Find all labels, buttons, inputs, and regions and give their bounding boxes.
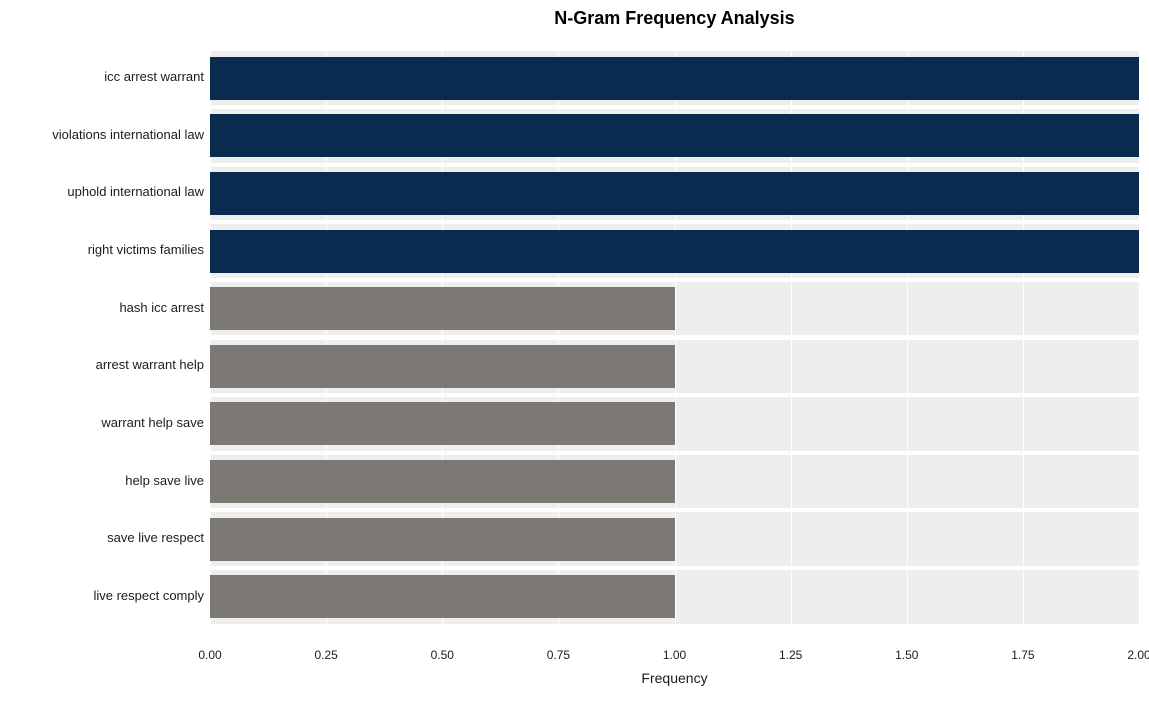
y-tick-label: icc arrest warrant	[104, 69, 204, 84]
x-tick-label: 0.50	[431, 648, 454, 662]
x-tick-label: 0.00	[198, 648, 221, 662]
y-tick-label: violations international law	[52, 127, 204, 142]
x-tick-label: 0.25	[314, 648, 337, 662]
bar	[210, 114, 1139, 157]
grid-line	[1139, 35, 1140, 640]
y-tick-label: save live respect	[107, 530, 204, 545]
bar	[210, 460, 675, 503]
y-tick-label: hash icc arrest	[119, 300, 204, 315]
y-tick-label: help save live	[125, 473, 204, 488]
x-tick-label: 2.00	[1127, 648, 1149, 662]
bar	[210, 575, 675, 618]
y-tick-label: arrest warrant help	[96, 357, 204, 372]
x-tick-label: 1.25	[779, 648, 802, 662]
x-tick-label: 1.50	[895, 648, 918, 662]
y-tick-label: live respect comply	[93, 588, 204, 603]
x-axis-label: Frequency	[210, 670, 1139, 686]
x-tick-label: 1.00	[663, 648, 686, 662]
ngram-frequency-chart: N-Gram Frequency Analysis Frequency 0.00…	[0, 0, 1149, 701]
y-tick-label: warrant help save	[101, 415, 204, 430]
x-tick-label: 0.75	[547, 648, 570, 662]
bar	[210, 518, 675, 561]
x-tick-label: 1.75	[1011, 648, 1034, 662]
y-tick-label: right victims families	[88, 242, 204, 257]
bar	[210, 172, 1139, 215]
bar	[210, 287, 675, 330]
chart-title: N-Gram Frequency Analysis	[210, 8, 1139, 29]
bar	[210, 402, 675, 445]
bar	[210, 345, 675, 388]
y-tick-label: uphold international law	[67, 184, 204, 199]
plot-area	[210, 35, 1139, 640]
bar	[210, 230, 1139, 273]
bar	[210, 57, 1139, 100]
